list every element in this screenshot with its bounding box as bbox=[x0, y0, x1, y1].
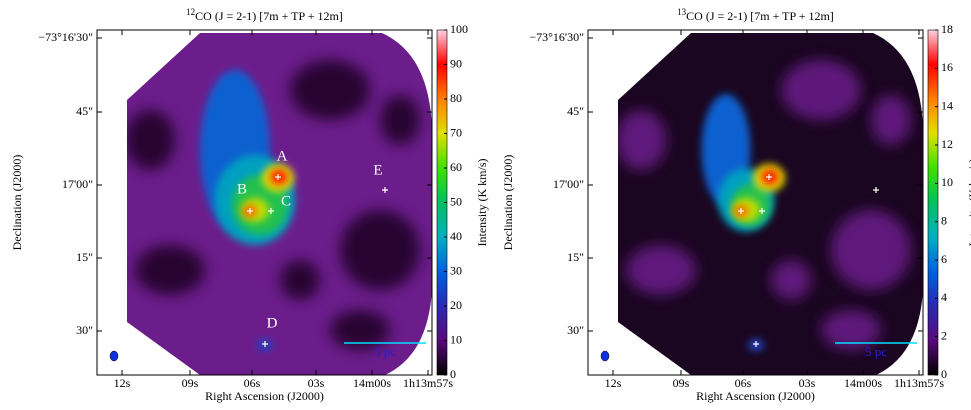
x-tick-label: 06s bbox=[244, 376, 261, 390]
source-marker bbox=[753, 341, 759, 347]
colorbar-tick-label: 30 bbox=[450, 263, 462, 277]
source-marker bbox=[382, 187, 388, 193]
map-content bbox=[127, 60, 420, 351]
colorbar-tick-label: 14 bbox=[941, 98, 953, 112]
colorbar-tick-label: 40 bbox=[450, 229, 462, 243]
colorbar-tick-label: 18 bbox=[941, 22, 953, 36]
source-marker bbox=[262, 341, 268, 347]
x-tick-label: 12s bbox=[605, 376, 622, 390]
source-label: C bbox=[281, 193, 291, 209]
y-axis-label: Declination (J2000) bbox=[10, 155, 24, 251]
colorbar-tick-label: 50 bbox=[450, 194, 462, 208]
x-tick-label: 1h13m57s bbox=[894, 376, 944, 390]
map-patch bbox=[280, 260, 320, 300]
colorbar-tick-label: 10 bbox=[450, 332, 462, 346]
scale-label: 5 pc bbox=[374, 344, 396, 359]
map-patch bbox=[380, 95, 420, 145]
y-tick-label: 15" bbox=[76, 250, 93, 264]
x-axis-label: Right Ascension (J2000) bbox=[205, 389, 324, 403]
y-tick-label: 45" bbox=[567, 104, 584, 118]
colorbar-tick-label: 10 bbox=[941, 175, 953, 189]
colorbar-tick-label: 6 bbox=[941, 252, 947, 266]
y-tick-label: 15" bbox=[567, 250, 584, 264]
x-axis-label: Right Ascension (J2000) bbox=[696, 389, 815, 403]
colorbar-label: Intensity (K km/s) bbox=[475, 159, 489, 247]
source-marker bbox=[759, 208, 765, 214]
y-tick-label: 45" bbox=[76, 104, 93, 118]
source-marker bbox=[766, 174, 772, 180]
colorbar-tick-label: 16 bbox=[941, 60, 953, 74]
y-tick-label: −73°16'30" bbox=[529, 30, 584, 44]
colorbar-tick-label: 4 bbox=[941, 290, 947, 304]
isotope: 12 bbox=[186, 7, 195, 17]
source-label: B bbox=[237, 181, 247, 197]
y-tick-label: −73°16'30" bbox=[38, 30, 93, 44]
beam bbox=[600, 350, 610, 362]
chart-title: 12CO (J = 2-1) [7m + TP + 12m] bbox=[186, 7, 343, 23]
colorbar-tick-label: 80 bbox=[450, 91, 462, 105]
source-marker bbox=[275, 174, 281, 180]
source-label: D bbox=[267, 315, 278, 331]
x-tick-label: 14m00s bbox=[844, 376, 882, 390]
map-panel: 5 pc 12s 09s 06s 03s 14m00s 1h13m57s −73°16'30"… bbox=[501, 7, 971, 403]
isotope: 13 bbox=[677, 7, 687, 17]
map-patch bbox=[771, 260, 811, 300]
y-tick-label: 17'00" bbox=[62, 177, 93, 191]
y-tick-label: 30" bbox=[567, 323, 584, 337]
colorbar-label: Intensity (K km/s) bbox=[966, 159, 971, 247]
source-label: A bbox=[277, 148, 288, 164]
map-patch bbox=[871, 95, 911, 145]
map-patch bbox=[340, 210, 420, 290]
map-patch bbox=[330, 310, 390, 350]
x-tick-label: 1h13m57s bbox=[403, 376, 453, 390]
x-tick-label: 03s bbox=[799, 376, 816, 390]
colorbar-tick-label: 20 bbox=[450, 298, 462, 312]
x-tick-label: 09s bbox=[182, 376, 199, 390]
colorbar-tick-label: 0 bbox=[450, 367, 456, 381]
map-panel: A B C D E 5 pc 12s 09s 06s 03s 14m00s 1h13m57s −73°1… bbox=[10, 7, 489, 403]
source-marker bbox=[268, 208, 274, 214]
source-marker bbox=[247, 208, 253, 214]
y-tick-label: 17'00" bbox=[553, 177, 584, 191]
colorbar-tick-label: 0 bbox=[941, 367, 947, 381]
y-tick-label: 30" bbox=[76, 323, 93, 337]
source-marker bbox=[873, 187, 879, 193]
x-tick-label: 14m00s bbox=[353, 376, 391, 390]
title-text: CO (J = 2-1) [7m + TP + 12m] bbox=[195, 9, 343, 23]
colorbar-tick-label: 2 bbox=[941, 328, 947, 342]
colorbar-tick-label: 70 bbox=[450, 125, 462, 139]
y-axis-label: Declination (J2000) bbox=[501, 155, 515, 251]
map-patch bbox=[781, 60, 861, 120]
colorbar bbox=[927, 29, 939, 376]
x-tick-label: 12s bbox=[114, 376, 131, 390]
x-tick-label: 06s bbox=[735, 376, 752, 390]
map-patch bbox=[135, 245, 205, 295]
x-tick-label: 03s bbox=[308, 376, 325, 390]
x-tick-label: 09s bbox=[673, 376, 690, 390]
map-content bbox=[618, 60, 911, 351]
scale-label: 5 pc bbox=[865, 344, 887, 359]
plot-frame bbox=[587, 29, 924, 376]
source-marker bbox=[738, 208, 744, 214]
colorbar-tick-label: 90 bbox=[450, 56, 462, 70]
map-patch bbox=[127, 110, 175, 170]
source-label: E bbox=[373, 162, 382, 178]
chart-title: 13CO (J = 2-1) [7m + TP + 12m] bbox=[677, 7, 834, 23]
colorbar-tick-label: 100 bbox=[450, 22, 468, 36]
title-text: CO (J = 2-1) [7m + TP + 12m] bbox=[686, 9, 834, 23]
map-patch bbox=[821, 310, 881, 350]
colorbar-tick-label: 12 bbox=[941, 137, 953, 151]
plot-frame bbox=[96, 29, 433, 376]
colorbar-tick-label: 60 bbox=[450, 160, 462, 174]
beam bbox=[109, 350, 119, 362]
map-patch bbox=[290, 60, 370, 120]
map-patch bbox=[618, 110, 666, 170]
map-patch bbox=[626, 245, 696, 295]
colorbar-tick-label: 8 bbox=[941, 213, 947, 227]
map-patch bbox=[831, 210, 911, 290]
